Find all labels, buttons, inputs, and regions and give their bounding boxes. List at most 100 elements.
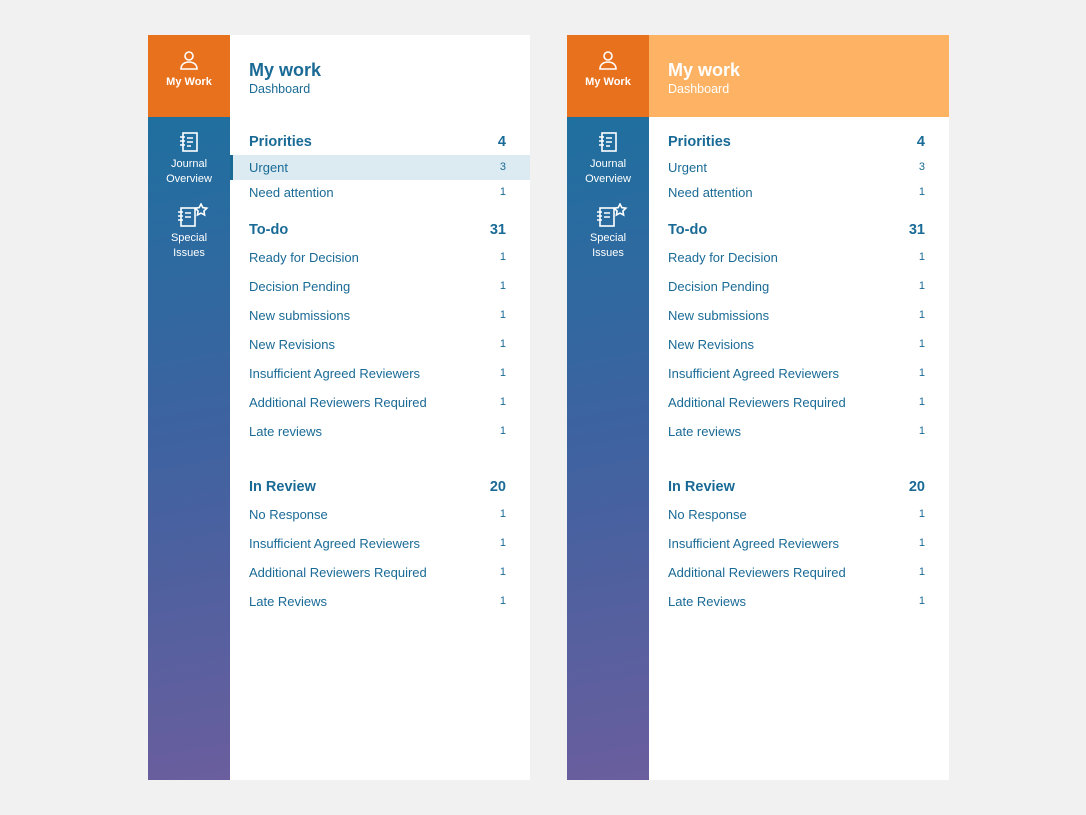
row-label: Decision Pending [668,279,770,294]
row-count: 1 [499,338,506,350]
list-row[interactable]: Insufficient Agreed Reviewers 1 [230,529,530,558]
list-row[interactable]: Additional Reviewers Required 1 [649,558,949,587]
row-label: Ready for Decision [668,250,778,265]
section-title[interactable]: To-do 31 [230,217,530,243]
section-count: 4 [916,134,925,150]
row-label: Late reviews [249,424,322,439]
list-row[interactable]: Insufficient Agreed Reviewers 1 [649,529,949,558]
section: To-do 31 Ready for Decision 1 Decision Pendi… [649,217,949,446]
list-row[interactable]: Ready for Decision 1 [649,243,949,272]
header-subtitle: Dashboard [668,82,730,96]
list-row[interactable]: Need attention 1 [230,180,530,205]
panel: My Work Journal Overview Special Issues My … [148,35,530,780]
nav-icon [599,51,617,70]
row-label: Insufficient Agreed Reviewers [668,366,840,381]
row-label: Additional Reviewers Required [249,565,427,580]
row-label: Decision Pending [249,279,351,294]
list-row[interactable]: Ready for Decision 1 [230,243,530,272]
section-title[interactable]: Priorities 4 [230,129,530,155]
row-label: No Response [249,507,328,522]
section-title[interactable]: In Review 20 [230,474,530,500]
row-label: Urgent [249,160,289,175]
list-row[interactable]: Late reviews 1 [649,417,949,446]
row-label: Insufficient Agreed Reviewers [249,536,421,551]
section-title[interactable]: Priorities 4 [649,129,949,155]
nav-icon [180,132,198,152]
row-count: 3 [918,161,925,173]
list-row[interactable]: New Revisions 1 [230,330,530,359]
section: In Review 20 No Response 1 Insufficient Agre… [649,474,949,616]
row-count: 1 [499,537,506,549]
row-count: 1 [918,309,925,321]
list-row[interactable]: New submissions 1 [649,301,949,330]
row-count: 1 [499,251,506,263]
section-title[interactable]: To-do 31 [649,217,949,243]
nav-item[interactable]: Special Issues [567,189,649,271]
row-label: Urgent [668,160,708,175]
section-name: Priorities [249,134,312,150]
list-row[interactable]: Late reviews 1 [230,417,530,446]
section: Priorities 4 Urgent 3 Need attention 1 [230,129,530,205]
list-row[interactable]: Late Reviews 1 [649,587,949,616]
nav-label: Special Issues [589,232,627,259]
list-row[interactable]: Urgent 3 [649,155,949,180]
list-row[interactable]: Insufficient Agreed Reviewers 1 [230,359,530,388]
list-row[interactable]: No Response 1 [649,500,949,529]
header-title: My work [668,60,741,80]
nav-label: My Work [585,76,631,88]
list-row[interactable]: New Revisions 1 [649,330,949,359]
list-row[interactable]: Additional Reviewers Required 1 [230,558,530,587]
list-row[interactable]: Additional Reviewers Required 1 [649,388,949,417]
section-count: 31 [489,222,506,238]
row-count: 1 [918,280,925,292]
section-count: 20 [908,479,925,495]
nav-item[interactable]: My Work [148,35,230,117]
sidebar: My Work Journal Overview Special Issues [567,35,649,780]
row-count: 1 [918,566,925,578]
nav-icon [180,51,198,70]
list-row[interactable]: Insufficient Agreed Reviewers 1 [649,359,949,388]
row-count: 1 [918,595,925,607]
nav-label: My Work [166,76,212,88]
row-count: 1 [918,338,925,350]
row-label: Late Reviews [249,594,328,609]
section-name: In Review [249,479,316,495]
list-row[interactable]: New submissions 1 [230,301,530,330]
nav-icon [597,203,628,227]
row-count: 1 [499,595,506,607]
nav-item[interactable]: My Work [567,35,649,117]
row-label: Ready for Decision [249,250,359,265]
list-row[interactable]: Late Reviews 1 [230,587,530,616]
row-label: New submissions [249,308,351,323]
row-label: New Revisions [249,337,335,352]
section-name: To-do [249,222,289,238]
section-title[interactable]: In Review 20 [649,474,949,500]
row-label: Need attention [668,185,753,200]
row-count: 1 [499,508,506,520]
row-count: 1 [499,186,506,198]
list-row[interactable]: Need attention 1 [649,180,949,205]
header: My work Dashboard [230,35,530,117]
header-title: My work [249,60,322,80]
main: My work Dashboard Priorities 4 Urgent 3 Need a… [649,35,949,780]
nav-item[interactable]: Journal Overview [148,117,230,199]
nav-item[interactable]: Special Issues [148,189,230,271]
main: My work Dashboard Priorities 4 Urgent 3 Need a… [230,35,530,780]
list-row[interactable]: No Response 1 [230,500,530,529]
row-label: New submissions [668,308,770,323]
section: Priorities 4 Urgent 3 Need attention 1 [649,129,949,205]
list-row[interactable]: Decision Pending 1 [649,272,949,301]
row-count: 1 [918,186,925,198]
row-label: Additional Reviewers Required [668,565,846,580]
list-row[interactable]: Additional Reviewers Required 1 [230,388,530,417]
list-row[interactable]: Decision Pending 1 [230,272,530,301]
nav-item[interactable]: Journal Overview [567,117,649,199]
section: To-do 31 Ready for Decision 1 Decision Pendi… [230,217,530,446]
section-count: 4 [497,134,506,150]
nav-label: Journal Overview [585,158,631,185]
row-label: No Response [668,507,747,522]
row-count: 1 [499,396,506,408]
nav-label: Special Issues [170,232,208,259]
list-row[interactable]: Urgent 3 [230,155,530,180]
